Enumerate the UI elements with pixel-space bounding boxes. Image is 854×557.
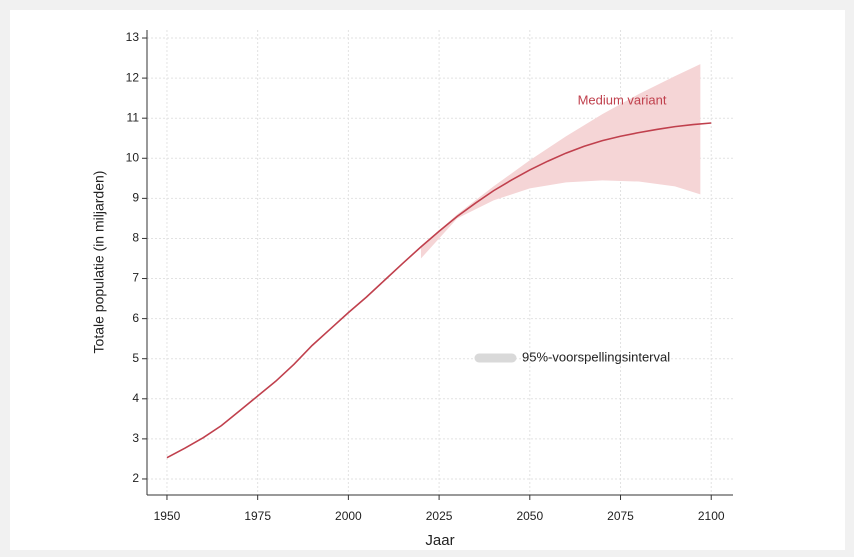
x-tick-label: 2075 — [607, 509, 634, 523]
y-tick-label: 12 — [126, 70, 140, 84]
chart-background — [10, 10, 845, 550]
x-tick-label: 1950 — [154, 509, 181, 523]
x-axis-label: Jaar — [425, 532, 454, 549]
line — [166, 122, 712, 459]
y-tick-label: 13 — [126, 30, 140, 44]
y-tick-label: 9 — [132, 191, 139, 205]
y-tick-label: 2 — [132, 471, 139, 485]
x-tick-label: 2100 — [698, 509, 725, 523]
x-tick-label: 2050 — [516, 509, 543, 523]
x-tick-label: 1975 — [244, 509, 271, 523]
x-tick-label: 2025 — [426, 509, 453, 523]
y-tick-label: 8 — [132, 231, 139, 245]
x-tick-label: 2000 — [335, 509, 362, 523]
y-tick-label: 10 — [126, 150, 140, 164]
y-tick-label: 7 — [132, 271, 139, 285]
y-axis-label: Totale populatie (in miljarden) — [91, 171, 107, 354]
prediction-band — [420, 64, 701, 259]
y-tick-label: 4 — [132, 391, 139, 405]
y-tick-label: 5 — [132, 351, 139, 365]
series-label: Medium variant — [578, 92, 667, 107]
y-tick-label: 11 — [127, 110, 140, 124]
legend-label: 95%-voorspellingsinterval — [522, 349, 670, 364]
y-tick-label: 6 — [132, 311, 139, 325]
y-tick-label: 3 — [132, 431, 139, 445]
